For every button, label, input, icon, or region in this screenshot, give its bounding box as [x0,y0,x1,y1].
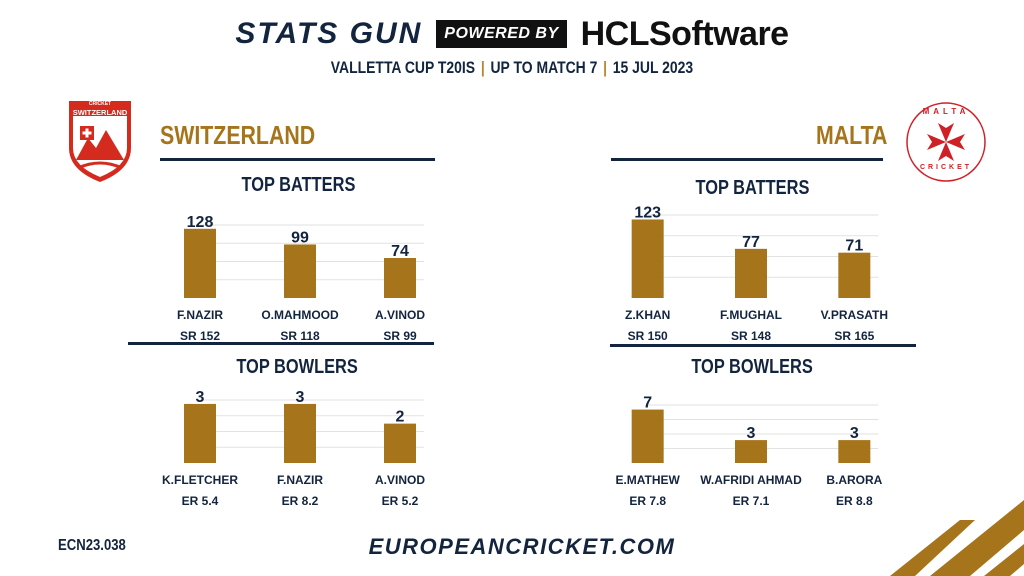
malta-crest-icon [905,101,987,183]
category-label: V.PRASATH [821,308,888,322]
bar-group: 77 F.MUGHAL SR 148 [720,234,782,343]
divider-line [128,342,434,345]
value-label: 3 [850,425,859,442]
stat-label: ER 8.2 [282,494,319,508]
value-label: 71 [845,238,863,255]
divider-line [611,158,883,161]
category-label: Z.KHAN [625,308,670,322]
value-label: 123 [634,205,661,221]
stat-label: SR 165 [834,329,874,343]
value-label: 7 [643,395,652,412]
match-range: UP TO MATCH 7 [490,58,598,77]
bar [284,403,316,463]
bar-group: 71 V.PRASATH SR 165 [821,238,888,343]
footer-code: ECN23.038 [58,537,126,554]
value-label: 3 [196,390,205,406]
category-label: F.MUGHAL [720,308,782,322]
switzerland-crest-icon [66,98,134,184]
value-label: 128 [187,215,214,231]
category-label: F.NAZIR [177,308,223,322]
bar-group: 123 Z.KHAN SR 150 [625,205,670,343]
stat-label: SR 118 [280,329,320,343]
divider-line [610,344,916,347]
bar-group: 3 B.ARORA ER 8.8 [826,425,882,508]
category-label: K.FLETCHER [162,473,238,487]
team-name-switzerland: SWITZERLAND [160,120,316,150]
bar [631,219,664,298]
chart-bowlers-malta: 7 E.MATHEW ER 7.8 3 W.AFRIDI AHMAD ER 7.1 3 B.A… [615,395,882,508]
category-label: W.AFRIDI AHMAD [700,473,802,487]
bar [631,409,664,463]
subtitle: VALLETTA CUP T20IS | UP TO MATCH 7 | 15 JUL … [330,58,694,77]
category-label: A.VINOD [375,473,425,487]
switzerland-logo-text-top: CRICKET [88,101,112,107]
powered-by-badge: POWERED BY [436,20,567,48]
value-label: 74 [391,243,409,260]
malta-logo-text-bottom: CRICKET [919,164,973,171]
stat-label: SR 99 [383,329,417,343]
bar [735,248,767,298]
bar [184,403,216,463]
stat-label: SR 150 [628,329,668,343]
chart-bowlers-switzerland: 3 K.FLETCHER ER 5.4 3 F.NAZIR ER 8.2 2 A.VINOD E… [162,390,425,508]
bar-group: 3 W.AFRIDI AHMAD ER 7.1 [700,425,802,508]
category-label: F.NAZIR [277,473,323,487]
bar [384,423,416,463]
stat-label: SR 148 [731,329,771,343]
report-date: 15 JUL 2023 [612,58,694,77]
section-title-batters-switzerland: TOP BATTERS [241,174,355,196]
header-brand-row: STATS GUN POWERED BY HCLSoftware [0,14,1024,54]
stat-label: ER 5.4 [182,494,219,508]
section-title-bowlers-malta: TOP BOWLERS [691,356,813,378]
section-title-batters-malta: TOP BATTERS [695,177,809,199]
competition-name: VALLETTA CUP T20IS [330,58,476,77]
value-label: 99 [291,229,309,246]
category-label: B.ARORA [826,473,882,487]
chart-batters-switzerland: 128 F.NAZIR SR 152 99 O.MAHMOOD SR 118 74 A.VIN… [177,215,425,343]
category-label: O.MAHMOOD [261,308,339,322]
divider-line [160,158,435,161]
footer-website: EUROPEANCRICKET.COM [368,534,676,559]
chart-batters-malta: 123 Z.KHAN SR 150 77 F.MUGHAL SR 148 71 V.PRASA… [625,205,888,343]
switzerland-logo-text-main: SWITZERLAND [72,108,128,117]
bar-group: 7 E.MATHEW ER 7.8 [615,395,680,508]
bar [838,440,871,463]
value-label: 3 [747,425,756,442]
decorative-stripes-icon [890,500,1024,576]
stat-label: ER 7.1 [733,494,770,508]
malta-logo-text-top: MALTA [922,107,970,116]
bar [735,440,767,463]
sponsor-logo: HCLSoftware [580,14,789,53]
section-title-bowlers-switzerland: TOP BOWLERS [236,356,358,378]
value-label: 3 [296,390,305,406]
value-label: 77 [742,234,760,251]
team-name-malta: MALTA [816,120,888,150]
category-label: E.MATHEW [615,473,680,487]
bar-group: 128 F.NAZIR SR 152 [177,215,223,343]
bar-group: 3 F.NAZIR ER 8.2 [277,390,323,508]
category-label: A.VINOD [375,308,425,322]
stat-label: ER 7.8 [629,494,666,508]
bar-group: 3 K.FLETCHER ER 5.4 [162,390,238,508]
stat-label: ER 5.2 [382,494,419,508]
brand-title: STATS GUN [235,17,423,50]
bar-group: 74 A.VINOD SR 99 [375,243,425,343]
bar [284,244,316,298]
value-label: 2 [396,409,405,426]
bar [838,252,871,298]
stat-label: SR 152 [180,329,220,343]
bar-group: 99 O.MAHMOOD SR 118 [261,229,339,343]
bar [384,257,416,298]
bar-group: 2 A.VINOD ER 5.2 [375,409,425,508]
bar [184,228,216,298]
stat-label: ER 8.8 [836,494,873,508]
